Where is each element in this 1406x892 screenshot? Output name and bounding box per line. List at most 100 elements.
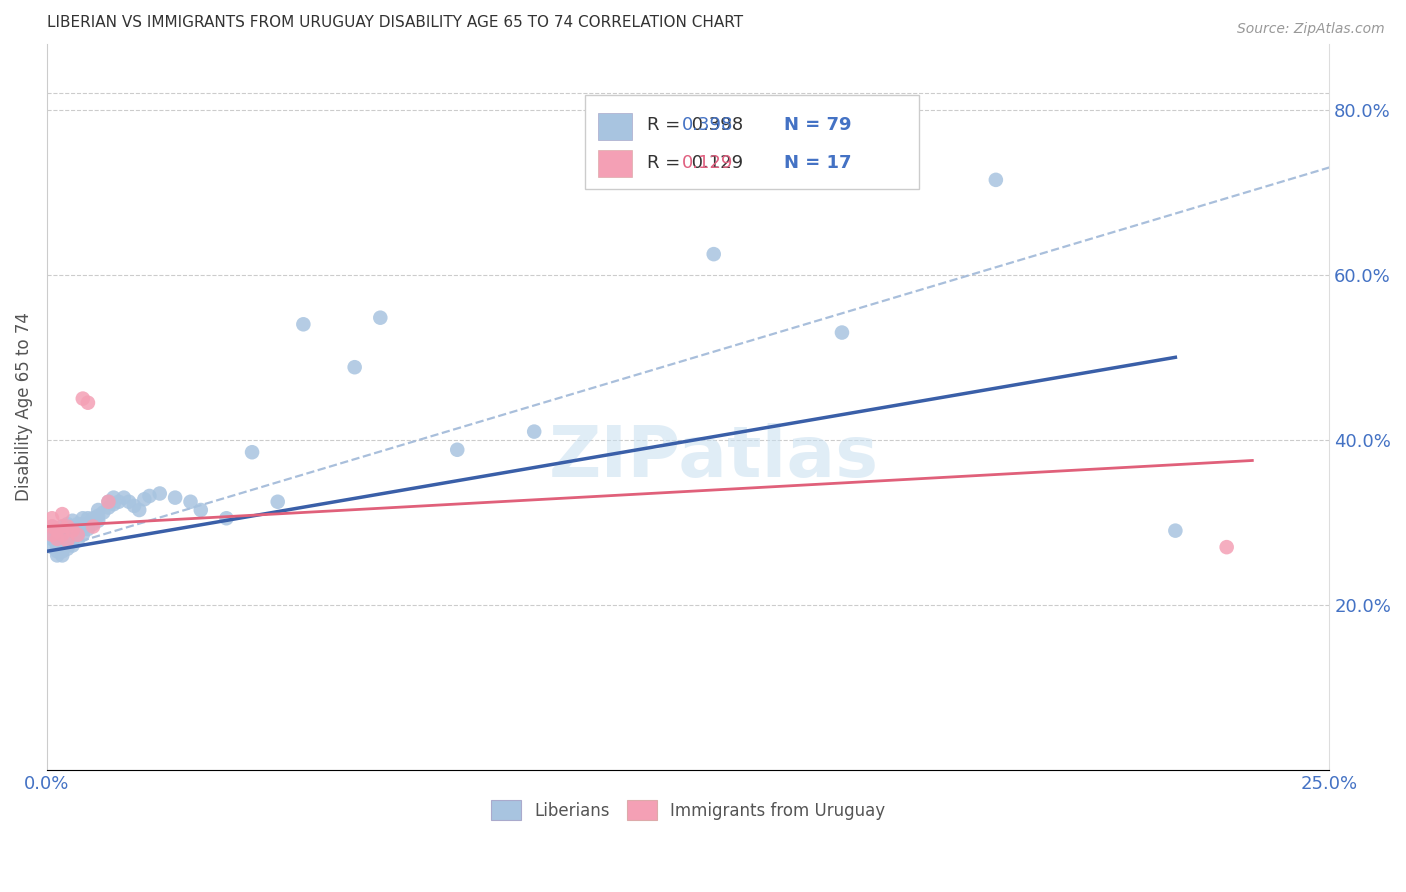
- Point: [215, 511, 238, 525]
- Point: [87, 514, 110, 528]
- Point: [46, 540, 69, 554]
- Point: [66, 528, 89, 542]
- Point: [41, 519, 63, 533]
- FancyBboxPatch shape: [599, 151, 631, 178]
- Point: [446, 442, 468, 457]
- Point: [66, 522, 89, 536]
- Text: N = 79: N = 79: [785, 116, 852, 134]
- Point: [77, 511, 100, 525]
- Point: [600, 152, 623, 166]
- Point: [62, 524, 84, 538]
- Point: [984, 173, 1007, 187]
- Point: [1215, 540, 1237, 554]
- Point: [1164, 524, 1187, 538]
- Point: [180, 495, 202, 509]
- Text: 0.129: 0.129: [682, 153, 733, 172]
- Point: [292, 318, 315, 332]
- Point: [82, 511, 104, 525]
- Point: [91, 506, 114, 520]
- Point: [51, 539, 73, 553]
- Point: [41, 532, 63, 546]
- Point: [165, 491, 187, 505]
- Text: LIBERIAN VS IMMIGRANTS FROM URUGUAY DISABILITY AGE 65 TO 74 CORRELATION CHART: LIBERIAN VS IMMIGRANTS FROM URUGUAY DISA…: [46, 15, 742, 30]
- Point: [41, 540, 63, 554]
- Point: [77, 522, 100, 536]
- Point: [56, 541, 79, 556]
- Point: [82, 516, 104, 531]
- Point: [46, 524, 69, 538]
- Point: [51, 528, 73, 542]
- Point: [97, 495, 120, 509]
- Text: R =  0.129: R = 0.129: [647, 153, 744, 172]
- Point: [51, 519, 73, 533]
- Point: [51, 544, 73, 558]
- Y-axis label: Disability Age 65 to 74: Disability Age 65 to 74: [15, 312, 32, 501]
- Point: [77, 395, 100, 409]
- Text: N = 17: N = 17: [785, 153, 852, 172]
- Point: [72, 516, 94, 531]
- Point: [97, 500, 120, 515]
- Point: [128, 503, 150, 517]
- Point: [51, 541, 73, 556]
- Point: [62, 539, 84, 553]
- Point: [267, 495, 290, 509]
- Point: [66, 533, 89, 548]
- Point: [51, 519, 73, 533]
- Point: [134, 492, 156, 507]
- Point: [831, 326, 853, 340]
- Text: 0.398: 0.398: [682, 116, 733, 134]
- Point: [240, 445, 263, 459]
- FancyBboxPatch shape: [599, 112, 631, 139]
- Point: [56, 533, 79, 548]
- Point: [56, 519, 79, 533]
- Point: [62, 514, 84, 528]
- Text: ZIPatlas: ZIPatlas: [548, 423, 879, 492]
- Point: [56, 516, 79, 531]
- Point: [149, 486, 172, 500]
- Point: [368, 310, 391, 325]
- Point: [46, 532, 69, 546]
- Point: [138, 489, 160, 503]
- Point: [118, 495, 141, 509]
- Point: [51, 549, 73, 563]
- Point: [66, 528, 89, 542]
- Point: [523, 425, 546, 439]
- Point: [72, 522, 94, 536]
- Point: [122, 499, 145, 513]
- Point: [56, 525, 79, 540]
- Point: [56, 539, 79, 553]
- Point: [51, 533, 73, 548]
- Point: [103, 497, 125, 511]
- Point: [97, 495, 120, 509]
- Point: [112, 491, 135, 505]
- Point: [46, 528, 69, 542]
- Point: [51, 507, 73, 521]
- Point: [66, 516, 89, 531]
- Point: [51, 536, 73, 550]
- Point: [82, 519, 104, 533]
- Point: [77, 516, 100, 531]
- Point: [51, 525, 73, 540]
- Point: [46, 532, 69, 546]
- Point: [56, 533, 79, 548]
- Point: [703, 247, 725, 261]
- Point: [41, 524, 63, 538]
- Point: [62, 524, 84, 538]
- Point: [41, 511, 63, 525]
- Point: [87, 503, 110, 517]
- Point: [46, 549, 69, 563]
- Point: [72, 511, 94, 525]
- Point: [190, 503, 212, 517]
- Point: [56, 530, 79, 544]
- Point: [41, 519, 63, 533]
- Point: [103, 491, 125, 505]
- Text: R =  0.398: R = 0.398: [647, 116, 744, 134]
- Point: [62, 528, 84, 542]
- Point: [46, 524, 69, 538]
- Point: [62, 533, 84, 548]
- Point: [72, 528, 94, 542]
- Text: Source: ZipAtlas.com: Source: ZipAtlas.com: [1237, 22, 1385, 37]
- Point: [41, 528, 63, 542]
- Point: [51, 530, 73, 544]
- Point: [72, 392, 94, 406]
